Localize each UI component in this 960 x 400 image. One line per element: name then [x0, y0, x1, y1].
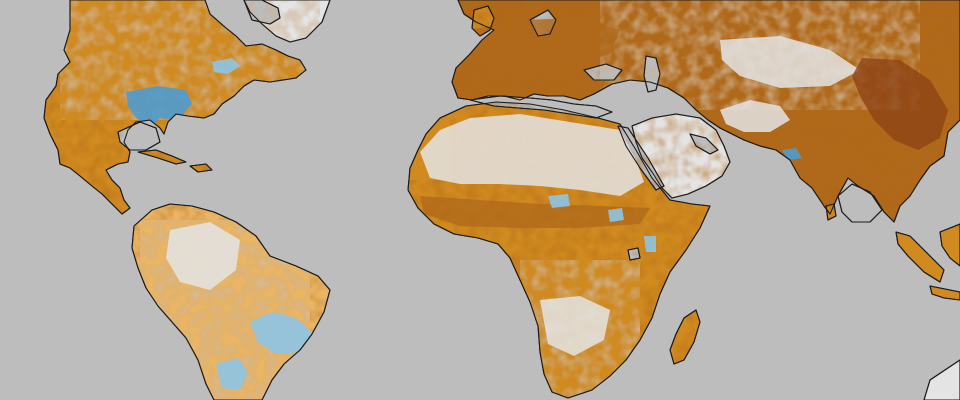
- africa-outline: [407, 101, 711, 399]
- west-africa-decrease: [548, 194, 570, 208]
- southern-africa-light: [540, 296, 610, 356]
- central-africa-decrease: [608, 208, 624, 222]
- black-sea-outline: [583, 63, 623, 81]
- eastern-china: [852, 58, 948, 150]
- southern-brazil-decrease: [216, 358, 248, 390]
- red-sea-outline: [617, 125, 665, 191]
- central-asia-patch: [720, 36, 860, 88]
- eurasia-outline: [451, 0, 960, 223]
- cuba-outline: [137, 149, 187, 165]
- arabian-peninsula-outline: [631, 113, 731, 199]
- java-outline: [929, 285, 960, 301]
- greenland-outline: [243, 0, 331, 43]
- gulf-of-mexico-outline: [117, 121, 161, 151]
- north-america-outline: [43, 0, 307, 215]
- mediterranean-sea-outline: [469, 95, 613, 119]
- persian-gulf-outline: [689, 133, 719, 155]
- caspian-sea-outline: [643, 55, 661, 93]
- south-america-outline: [131, 203, 331, 400]
- middle-east-desert: [720, 100, 790, 132]
- sumatra-outline: [895, 231, 945, 283]
- hudson-bay-outline: [243, 0, 281, 25]
- bay-of-bengal-outline: [837, 183, 883, 223]
- sri-lanka-outline: [825, 203, 837, 221]
- sahara-region: [420, 114, 644, 196]
- northeastern-us-decrease: [212, 58, 240, 74]
- eastern-brazil: [250, 312, 316, 354]
- andes-light: [166, 222, 240, 290]
- europe-band: [462, 18, 620, 70]
- india-decrease-spot: [782, 148, 802, 160]
- baltic-sea-outline: [529, 9, 557, 37]
- lake-victoria-outline: [627, 247, 641, 261]
- sahel-band: [420, 196, 650, 228]
- madagascar-outline: [669, 309, 701, 365]
- australia-fragment-outline: [923, 359, 960, 400]
- east-africa-decrease: [644, 236, 656, 252]
- borneo-outline: [939, 223, 960, 267]
- hispaniola-outline: [189, 163, 213, 173]
- great-britain-outline: [471, 5, 495, 37]
